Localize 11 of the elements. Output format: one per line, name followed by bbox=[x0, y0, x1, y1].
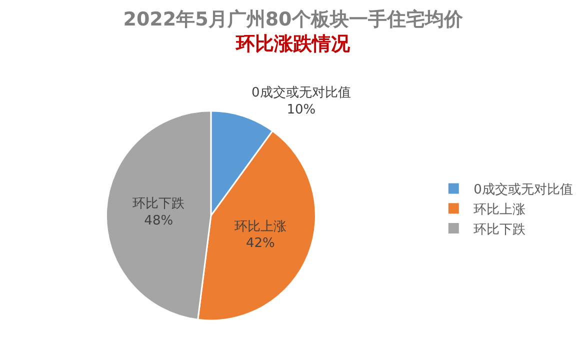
chart-subtitle: 环比涨跌情况 bbox=[235, 33, 351, 55]
slice-label: 0成交或无对比值 bbox=[252, 84, 351, 101]
data-label: 48% bbox=[144, 213, 174, 228]
legend-label: 0成交或无对比值 bbox=[474, 182, 573, 198]
chart-title: 2022年5月广州80个板块一手住宅均价 bbox=[123, 8, 464, 31]
slice-label: 环比上涨 bbox=[234, 219, 286, 234]
data-label: 10% bbox=[286, 102, 316, 118]
data-label: 42% bbox=[246, 236, 275, 252]
legend-label: 环比上涨 bbox=[474, 202, 526, 218]
slice-label: 环比下跌 bbox=[132, 196, 185, 212]
legend-label: 环比下跌 bbox=[474, 222, 526, 238]
